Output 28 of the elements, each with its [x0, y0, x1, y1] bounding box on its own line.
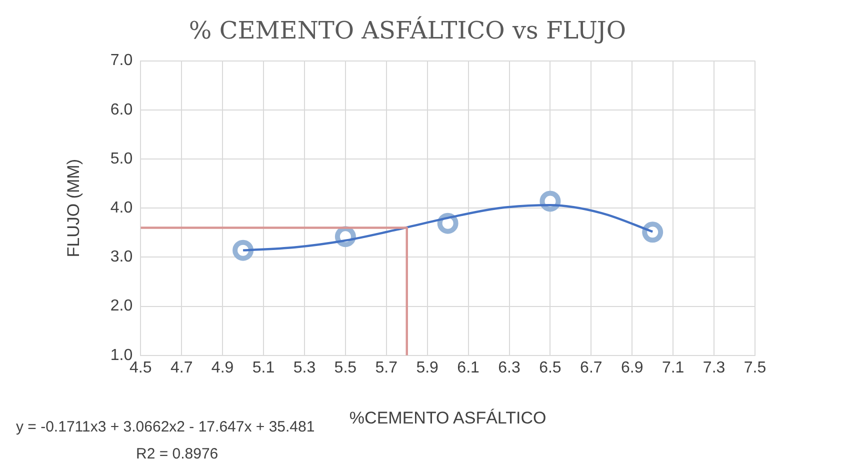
x-tick-label: 7.1 — [662, 359, 684, 376]
y-tick-label: 5.0 — [110, 150, 133, 168]
x-tick-label: 5.9 — [416, 359, 439, 376]
x-axis-title: %CEMENTO ASFÁLTICO — [349, 408, 546, 428]
x-tick-label: 7.3 — [702, 359, 726, 376]
y-tick-label: 6.0 — [110, 101, 133, 118]
x-tick-label: 6.5 — [539, 359, 562, 376]
x-tick-label: 6.7 — [580, 359, 602, 376]
x-tick-label: 4.7 — [170, 359, 193, 376]
text: R2 = 0.8976 — [136, 446, 218, 463]
x-tick-label: 6.9 — [621, 359, 644, 376]
x-tick-label: 6.3 — [498, 359, 520, 376]
y-axis-title: FLUJO (MM) — [64, 158, 83, 258]
chart-title: % CEMENTO ASFÁLTICO vs FLUJO — [188, 16, 626, 45]
point — [642, 222, 664, 243]
x-tick-label: 4.9 — [211, 359, 234, 376]
point — [232, 240, 254, 261]
x-tick-label: 5.7 — [375, 359, 398, 376]
x-tick-label: 5.3 — [293, 359, 316, 376]
y-tick-label: 4.0 — [110, 200, 133, 217]
x-tick-label: 5.5 — [334, 359, 357, 376]
x-tick-label: 7.5 — [744, 359, 766, 376]
y-tick-label: 2.0 — [110, 298, 133, 315]
y-tick-label: 3.0 — [110, 248, 133, 266]
x-tick-label: 5.1 — [252, 359, 275, 376]
text: y = -0.1711x3 + 3.0662x2 - 17.647x + 35.481 — [16, 418, 315, 436]
y-tick-label: 7.0 — [110, 52, 133, 70]
x-tick-label: 6.1 — [457, 359, 480, 376]
